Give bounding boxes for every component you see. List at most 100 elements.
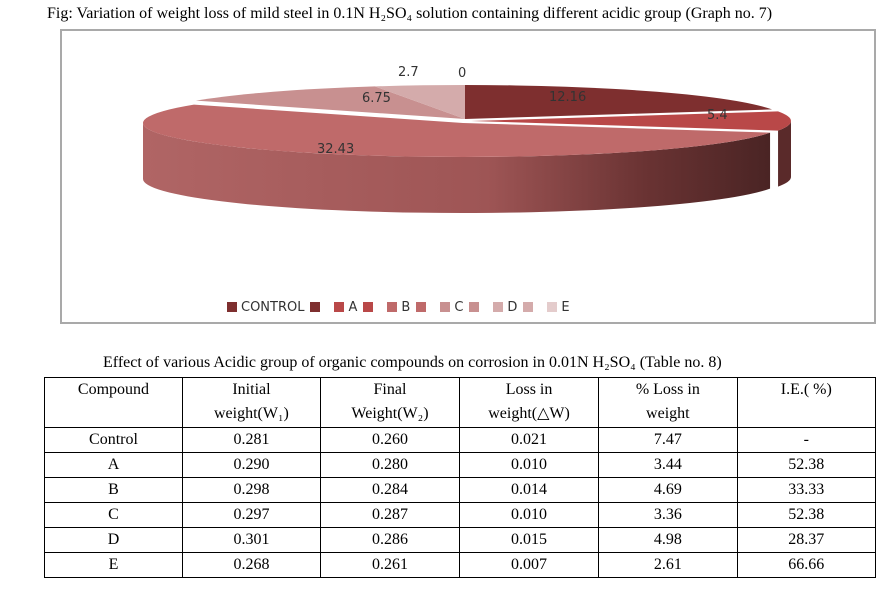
table-cell: 3.44 [598, 452, 738, 478]
column-header: Compound [44, 377, 183, 428]
legend-item-b: B [387, 300, 410, 315]
table-cell: 3.36 [598, 502, 738, 528]
column-header-line1: I.E.( %) [780, 381, 832, 398]
legend-swatch [493, 302, 504, 312]
table-cell: 0.284 [319, 477, 460, 503]
pie-slice-side-a [778, 121, 791, 187]
column-header: Initial weight(W₁) [181, 377, 321, 428]
column-header-line1: Loss in [505, 381, 553, 398]
table-cell: 0.268 [181, 552, 321, 578]
pie-data-label: 6.75 [362, 91, 391, 106]
legend-swatch [547, 302, 558, 312]
column-header-line1: Initial [232, 381, 271, 398]
table-cell: 0.287 [319, 502, 460, 528]
column-header: Final Weight(W₂) [319, 377, 460, 428]
pie-slice-c [195, 86, 465, 119]
legend-item-c: C [440, 300, 463, 315]
legend-swatch [440, 302, 451, 312]
column-header-line2: weight(W₁) [214, 405, 289, 422]
table-cell: 66.66 [736, 552, 877, 578]
legend-swatch [227, 302, 237, 312]
pie-data-label: 32.43 [317, 142, 354, 157]
table-cell: 33.33 [736, 477, 877, 503]
column-header: I.E.( %) [736, 377, 877, 428]
pie-slice-a [471, 111, 792, 131]
legend-item-control: CONTROL [227, 300, 304, 315]
table-cell: C [44, 502, 183, 528]
results-table: Compound Initial weight(W₁) Final Weight(W₂)… [44, 377, 877, 578]
legend-label: C [454, 299, 464, 315]
pie-slice-control [465, 85, 773, 119]
pie-slice-b [142, 104, 771, 157]
column-header: % Loss in weight [598, 377, 738, 428]
pie-data-label: 5.4 [707, 108, 728, 123]
table-row: C 0.297 0.287 0.010 3.36 52.38 [44, 502, 877, 528]
pie-data-label: 12.16 [549, 90, 586, 105]
figure-caption: Fig: Variation of weight loss of mild st… [47, 5, 773, 22]
table-cell: - [736, 427, 877, 453]
pie-chart-canvas: 12.16 5.4 32.43 6.75 2.7 0 [142, 65, 792, 213]
legend-label: D [507, 299, 518, 315]
column-header-line1: Compound [77, 381, 150, 398]
table-cell: 0.298 [181, 477, 321, 503]
legend-item-d: D [493, 300, 517, 315]
table-caption: Effect of various Acidic group of organi… [103, 354, 722, 371]
table-cell: 0.290 [181, 452, 321, 478]
table-row: Control 0.281 0.260 0.021 7.47- [44, 427, 877, 453]
legend-swatch [387, 302, 398, 312]
legend-marker [523, 302, 534, 312]
legend-marker [416, 302, 427, 312]
pie-chart: 12.16 5.4 32.43 6.75 2.7 0 CONTROL A B C D E [60, 29, 876, 324]
table-cell: 28.37 [736, 527, 877, 553]
legend-marker [469, 302, 480, 312]
table-cell: 0.281 [181, 427, 321, 453]
table-cell: 0.280 [319, 452, 460, 478]
column-header-line2: weight [646, 405, 690, 422]
legend-label: B [401, 299, 411, 315]
table-cell: E [44, 552, 183, 578]
column-header-line2: Weight(W₂) [351, 405, 429, 422]
legend-marker [310, 302, 321, 312]
table-row: D 0.301 0.286 0.015 4.98 28.37 [44, 527, 877, 553]
column-header-line2: weight(△W) [488, 405, 570, 422]
table-cell: 0.015 [458, 527, 600, 553]
table-cell: 2.61 [598, 552, 738, 578]
table-row: A 0.290 0.280 0.010 3.44 52.38 [44, 452, 877, 478]
table-row: B 0.298 0.284 0.014 4.69 33.33 [44, 477, 877, 503]
table-cell: 0.014 [458, 477, 600, 503]
column-header: Loss in weight(△W) [458, 377, 600, 428]
table-cell: 0.010 [458, 502, 600, 528]
pie-data-label: 2.7 [398, 65, 419, 80]
column-header-line1: % Loss in [635, 381, 700, 398]
table-cell: 4.69 [598, 477, 738, 503]
legend-item-e: E [547, 299, 570, 315]
table-cell: Control [44, 427, 183, 453]
table-header-row: Compound Initial weight(W₁) Final Weight(W₂)… [44, 377, 877, 428]
table-cell: 0.286 [319, 527, 460, 553]
legend-label: CONTROL [241, 299, 305, 315]
legend-label: A [348, 299, 358, 315]
table-cell: 0.301 [181, 527, 321, 553]
table-cell: 0.297 [181, 502, 321, 528]
table-cell: D [44, 527, 183, 553]
pie-slice-side-b [143, 123, 771, 213]
table-cell: 0.260 [319, 427, 460, 453]
legend-marker [363, 302, 374, 312]
table-row: E 0.268 0.261 0.007 2.61 66.66 [44, 552, 877, 578]
legend-swatch [334, 302, 345, 312]
table-cell: 52.38 [736, 502, 877, 528]
table-cell: 0.007 [458, 552, 600, 578]
table-cell: B [44, 477, 183, 503]
table-cell: 52.38 [736, 452, 877, 478]
table-cell: 4.98 [598, 527, 738, 553]
table-cell: 0.021 [458, 427, 600, 453]
table-cell: 0.261 [319, 552, 460, 578]
pie-slice-d [374, 85, 465, 119]
column-header-line1: Final [373, 381, 407, 398]
legend-label: E [561, 299, 570, 315]
legend-item-a: A [334, 300, 357, 315]
table-cell: 7.47 [598, 427, 738, 453]
table-cell: 0.010 [458, 452, 600, 478]
chart-legend: CONTROL A B C D E [227, 299, 576, 315]
pie-data-label: 0 [458, 66, 466, 81]
